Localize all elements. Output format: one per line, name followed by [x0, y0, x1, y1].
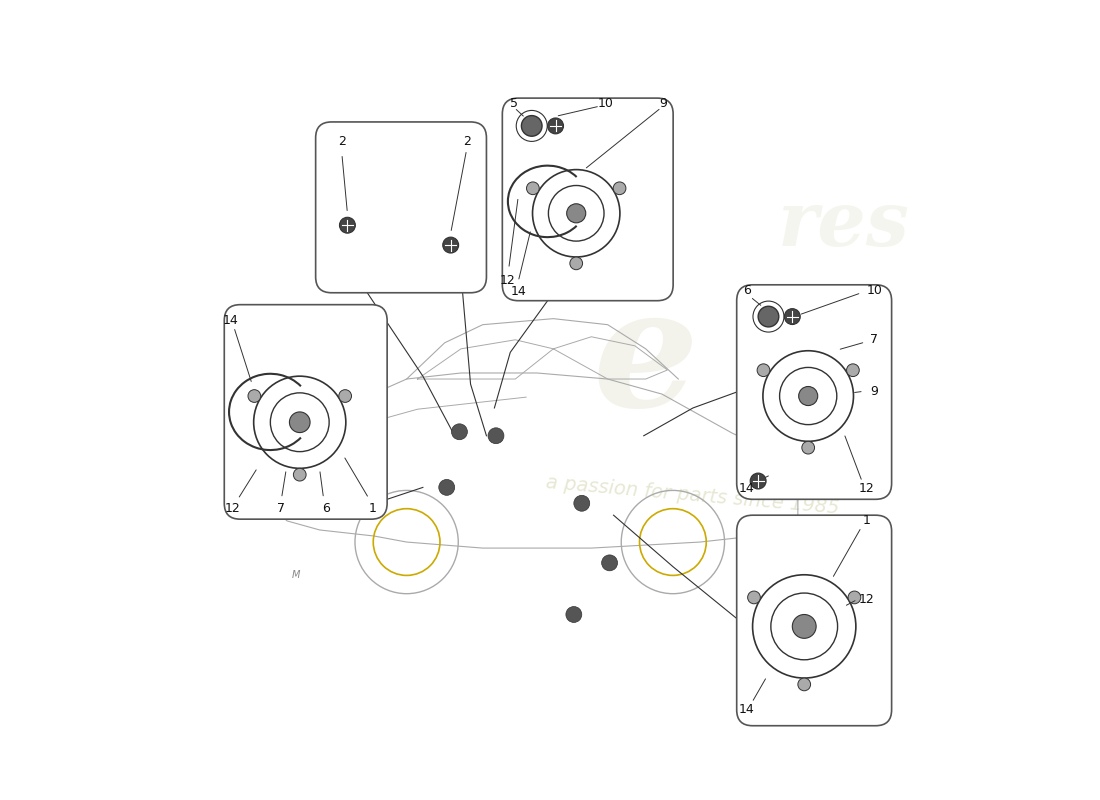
FancyBboxPatch shape — [503, 98, 673, 301]
Text: 10: 10 — [866, 284, 882, 297]
Text: 7: 7 — [870, 333, 878, 346]
Text: 1: 1 — [368, 502, 377, 515]
Circle shape — [442, 237, 459, 253]
Circle shape — [748, 591, 760, 604]
Circle shape — [613, 182, 626, 194]
Circle shape — [799, 386, 817, 406]
Circle shape — [802, 442, 814, 454]
Circle shape — [848, 591, 861, 604]
Circle shape — [439, 479, 454, 495]
FancyBboxPatch shape — [737, 515, 892, 726]
Text: M: M — [292, 570, 300, 580]
Circle shape — [784, 309, 801, 325]
Text: 5: 5 — [510, 97, 518, 110]
Text: 7: 7 — [277, 502, 286, 515]
Text: 10: 10 — [597, 97, 614, 110]
Circle shape — [488, 428, 504, 444]
Circle shape — [527, 182, 539, 194]
Circle shape — [847, 364, 859, 377]
Text: 2: 2 — [338, 135, 345, 148]
Text: 6: 6 — [744, 284, 751, 297]
Text: 2: 2 — [463, 135, 471, 148]
Text: 12: 12 — [858, 482, 874, 495]
Text: 9: 9 — [870, 385, 878, 398]
Circle shape — [758, 306, 779, 327]
Circle shape — [451, 424, 468, 440]
Circle shape — [340, 218, 355, 233]
Text: 6: 6 — [322, 502, 330, 515]
Circle shape — [289, 412, 310, 433]
Text: a passion for parts since 1985: a passion for parts since 1985 — [546, 473, 840, 518]
FancyBboxPatch shape — [316, 122, 486, 293]
FancyBboxPatch shape — [737, 285, 892, 499]
Circle shape — [570, 257, 583, 270]
Circle shape — [750, 473, 766, 489]
Text: since 1985: since 1985 — [742, 284, 866, 325]
Circle shape — [521, 115, 542, 136]
Text: 9: 9 — [660, 97, 668, 110]
Text: 12: 12 — [224, 502, 240, 515]
Circle shape — [602, 555, 617, 571]
Circle shape — [798, 678, 811, 690]
Text: 1: 1 — [862, 514, 870, 527]
Circle shape — [339, 390, 352, 402]
Circle shape — [548, 118, 563, 134]
Circle shape — [565, 606, 582, 622]
Circle shape — [294, 468, 306, 481]
Text: 14: 14 — [739, 703, 755, 716]
Text: 14: 14 — [510, 286, 526, 298]
FancyBboxPatch shape — [224, 305, 387, 519]
Circle shape — [792, 614, 816, 638]
Circle shape — [574, 495, 590, 511]
Text: 14: 14 — [739, 482, 755, 495]
Text: 12: 12 — [858, 593, 874, 606]
Text: 14: 14 — [223, 314, 239, 327]
Text: e: e — [592, 279, 698, 441]
Circle shape — [757, 364, 770, 377]
Text: 12: 12 — [500, 274, 516, 286]
Circle shape — [566, 204, 585, 223]
Circle shape — [248, 390, 261, 402]
Text: res: res — [778, 188, 910, 262]
